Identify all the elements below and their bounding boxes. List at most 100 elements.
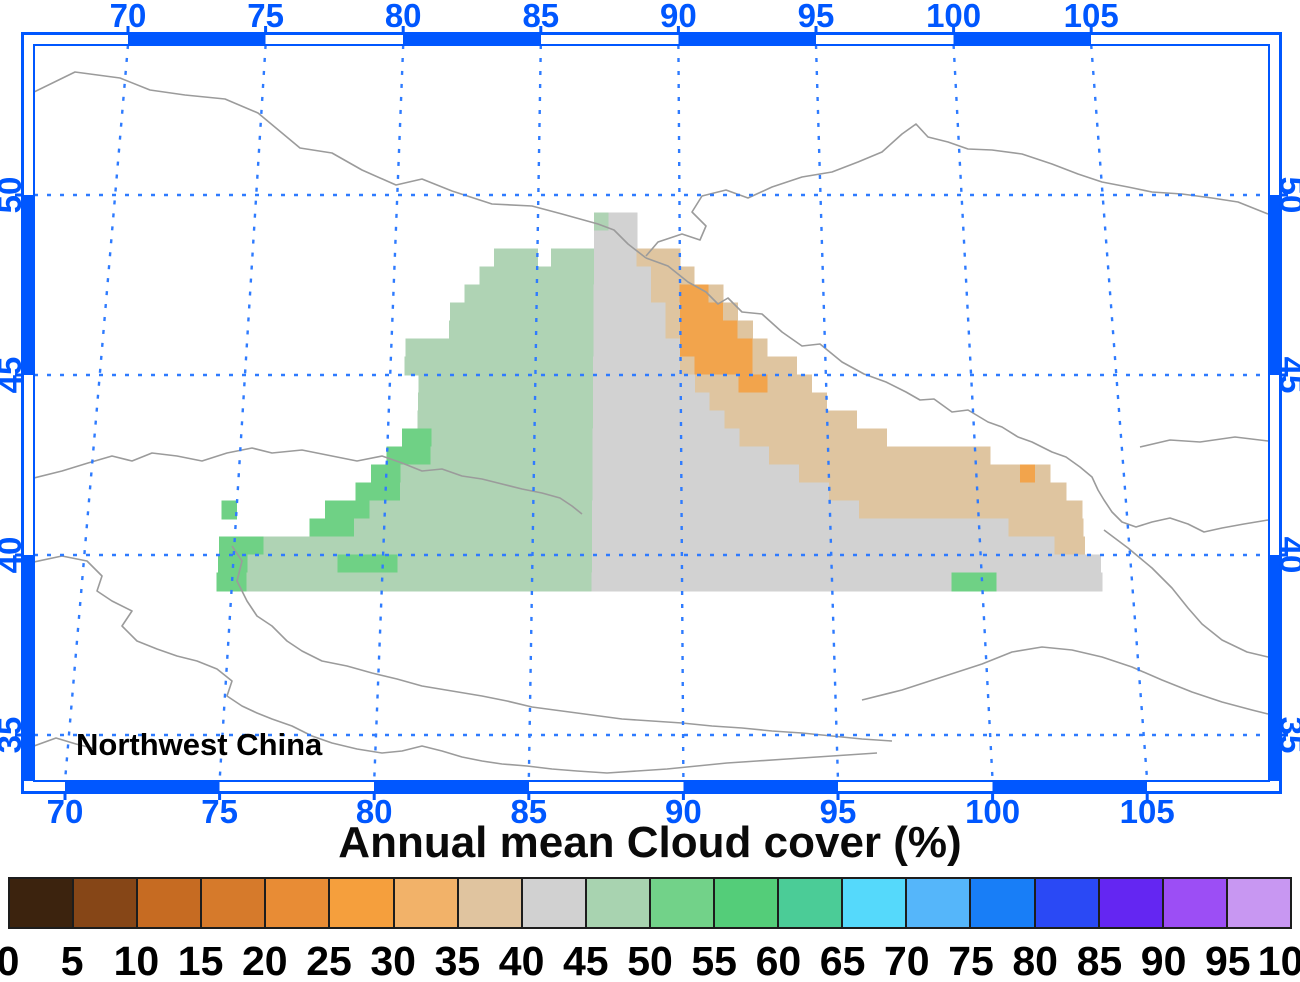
meridian-gridline <box>218 45 267 781</box>
cloud-cover-cell <box>417 392 594 412</box>
colorbar-tick-label: 10 <box>113 938 160 982</box>
lat-axis-label-left: 50 <box>0 176 28 214</box>
meridian-gridline <box>1090 45 1149 781</box>
cloud-cover-cell <box>680 338 754 358</box>
cloud-cover-cell <box>325 500 371 520</box>
cloud-cover-cell <box>592 446 770 466</box>
colorbar-tick-label: 90 <box>1140 938 1187 982</box>
frame-zebra-segment <box>683 781 838 791</box>
cloud-cover-cell <box>247 554 339 574</box>
map-outer-frame <box>21 32 1282 794</box>
cloud-cover-cell <box>593 374 696 394</box>
frame-zebra-segment <box>374 781 529 791</box>
cloud-cover-cell <box>859 500 1083 520</box>
colorbar-swatch <box>586 879 651 927</box>
cloud-cover-cell <box>594 230 638 250</box>
cloud-cover-cell <box>951 572 998 592</box>
lon-axis-label-bottom: 95 <box>819 793 857 830</box>
cloud-cover-cell <box>709 392 828 412</box>
cloud-cover-cell <box>591 536 1056 556</box>
lat-axis-label-right: 35 <box>1273 716 1300 754</box>
colorbar-tick-label: 75 <box>948 938 994 982</box>
frame-zebra-segment <box>403 35 541 45</box>
country-border <box>1103 529 1269 658</box>
cloud-cover-cell <box>405 338 595 358</box>
country-border <box>645 123 1269 257</box>
cloud-cover-cell <box>769 446 991 466</box>
cloud-cover-cell <box>651 266 695 286</box>
cloud-cover-cell <box>593 248 638 268</box>
cloud-cover-cell <box>767 374 812 394</box>
cloud-cover-cell <box>738 374 769 394</box>
cloud-cover-cell <box>829 482 1067 502</box>
lon-axis-label-bottom: 70 <box>46 793 84 830</box>
lat-axis-label-left: 35 <box>0 716 28 754</box>
cloud-cover-cell <box>694 356 754 376</box>
cloud-cover-cell <box>1054 536 1085 556</box>
cloud-cover-cell <box>679 302 724 322</box>
lon-axis-label-top: 100 <box>926 0 982 34</box>
cloud-cover-cell <box>221 500 237 520</box>
cloud-cover-cell <box>397 554 593 574</box>
cloud-cover-cell <box>494 248 538 268</box>
cloud-cover-cell <box>679 320 739 340</box>
country-border <box>34 737 97 750</box>
cloud-cover-cell <box>216 572 248 592</box>
lon-axis-label-top: 85 <box>522 0 560 34</box>
cloud-cover-cell <box>737 320 753 340</box>
cloud-cover-cell <box>592 464 800 484</box>
lon-axis-label-bottom: 100 <box>965 793 1021 830</box>
cloud-cover-cell <box>593 284 652 304</box>
cloud-cover-cell <box>722 302 739 322</box>
colorbar-tick-label: 5 <box>60 938 84 982</box>
lat-axis-label-right: 50 <box>1273 176 1300 214</box>
lon-axis-label-top: 75 <box>247 0 284 34</box>
cloud-cover-cell <box>592 500 860 520</box>
colorbar-title: Annual mean Cloud cover (%) <box>338 818 962 867</box>
cloud-cover-cell <box>591 572 953 592</box>
cloud-cover-cell <box>694 374 740 394</box>
frame-zebra-segment <box>1269 195 1279 375</box>
map-inner-layer <box>34 45 1269 781</box>
lon-axis-label-bottom: 90 <box>665 793 702 830</box>
cloud-cover-cell <box>400 482 594 502</box>
meridian-gridline <box>527 45 542 781</box>
colorbar-swatch <box>1035 879 1100 927</box>
cloud-cover-cell <box>593 338 681 358</box>
cloud-cover-cell <box>665 302 681 322</box>
cloud-cover-cell <box>402 428 433 448</box>
cloud-cover-cell <box>665 320 681 340</box>
lon-axis-label-top: 95 <box>797 0 835 34</box>
colorbar-tick-label: 30 <box>370 938 416 982</box>
cloud-cover-cell <box>679 284 710 304</box>
country-border <box>861 646 1269 715</box>
lon-axis-label-bottom: 85 <box>510 793 548 830</box>
cloud-cover-cell <box>996 572 1103 592</box>
cloud-cover-cell <box>594 212 610 232</box>
lat-axis-label-left: 45 <box>0 356 28 394</box>
colorbar-tick-label: 35 <box>434 938 481 982</box>
frame-zebra-segment <box>24 555 34 781</box>
colorbar-swatch <box>202 879 267 927</box>
lon-axis-label-top: 90 <box>660 0 697 34</box>
country-border <box>645 257 1269 533</box>
cloud-cover-cell <box>680 356 696 376</box>
meridian-gridline <box>677 45 685 781</box>
frame-zebra-segment <box>24 195 34 375</box>
colorbar-tick-label: 100 <box>1257 938 1300 982</box>
colorbar-swatch <box>971 879 1036 927</box>
country-border <box>34 71 647 259</box>
lon-axis-label-bottom: 80 <box>355 793 393 830</box>
cloud-cover-cell <box>592 392 711 412</box>
colorbar-swatch <box>1163 879 1228 927</box>
colorbar-tick-label: 50 <box>627 938 673 982</box>
colorbar-swatch <box>1227 879 1290 927</box>
lon-axis-label-bottom: 75 <box>201 793 238 830</box>
cloud-cover-cell <box>651 284 681 304</box>
cloud-cover-cell <box>593 266 652 286</box>
cloud-cover-cell <box>1020 464 1036 484</box>
colorbar-swatch <box>394 879 459 927</box>
region-label: Northwest China <box>76 727 323 762</box>
country-border <box>231 545 893 742</box>
